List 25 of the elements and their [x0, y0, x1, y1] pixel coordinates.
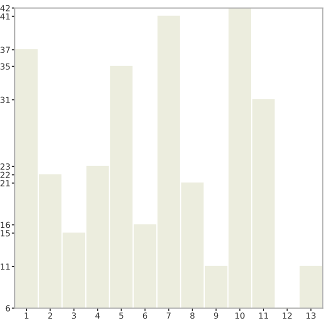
y-tick-label: 15 [0, 230, 10, 236]
x-tick-label: 6 [142, 312, 148, 319]
x-tick-label: 4 [95, 312, 100, 319]
y-tick-label: 23 [0, 163, 10, 170]
y-tick-label: 35 [0, 63, 10, 70]
x-tick-label: 12 [282, 312, 292, 319]
y-tick-label: 41 [0, 13, 10, 20]
x-tick-label: 11 [259, 312, 268, 319]
y-tick-label: 11 [0, 264, 10, 270]
x-tick-label: 7 [166, 312, 171, 319]
x-tick-label: 13 [306, 312, 316, 319]
x-tick-label: 5 [119, 312, 124, 319]
x-tick-label: 8 [190, 312, 194, 319]
y-tick-label: 37 [0, 46, 10, 53]
y-tick-label: 21 [0, 180, 10, 186]
x-tick-label: 3 [72, 312, 76, 319]
y-tick-label: 42 [0, 5, 10, 12]
y-tick-label: 16 [0, 222, 10, 228]
x-tick-label: 1 [24, 312, 28, 319]
x-tick-label: 9 [214, 312, 218, 319]
y-tick-label: 31 [0, 96, 10, 104]
x-tick-label: 2 [48, 312, 52, 319]
y-tick-label: 6 [6, 305, 10, 312]
y-tick-label: 22 [0, 172, 10, 178]
x-tick-label: 10 [235, 312, 245, 319]
